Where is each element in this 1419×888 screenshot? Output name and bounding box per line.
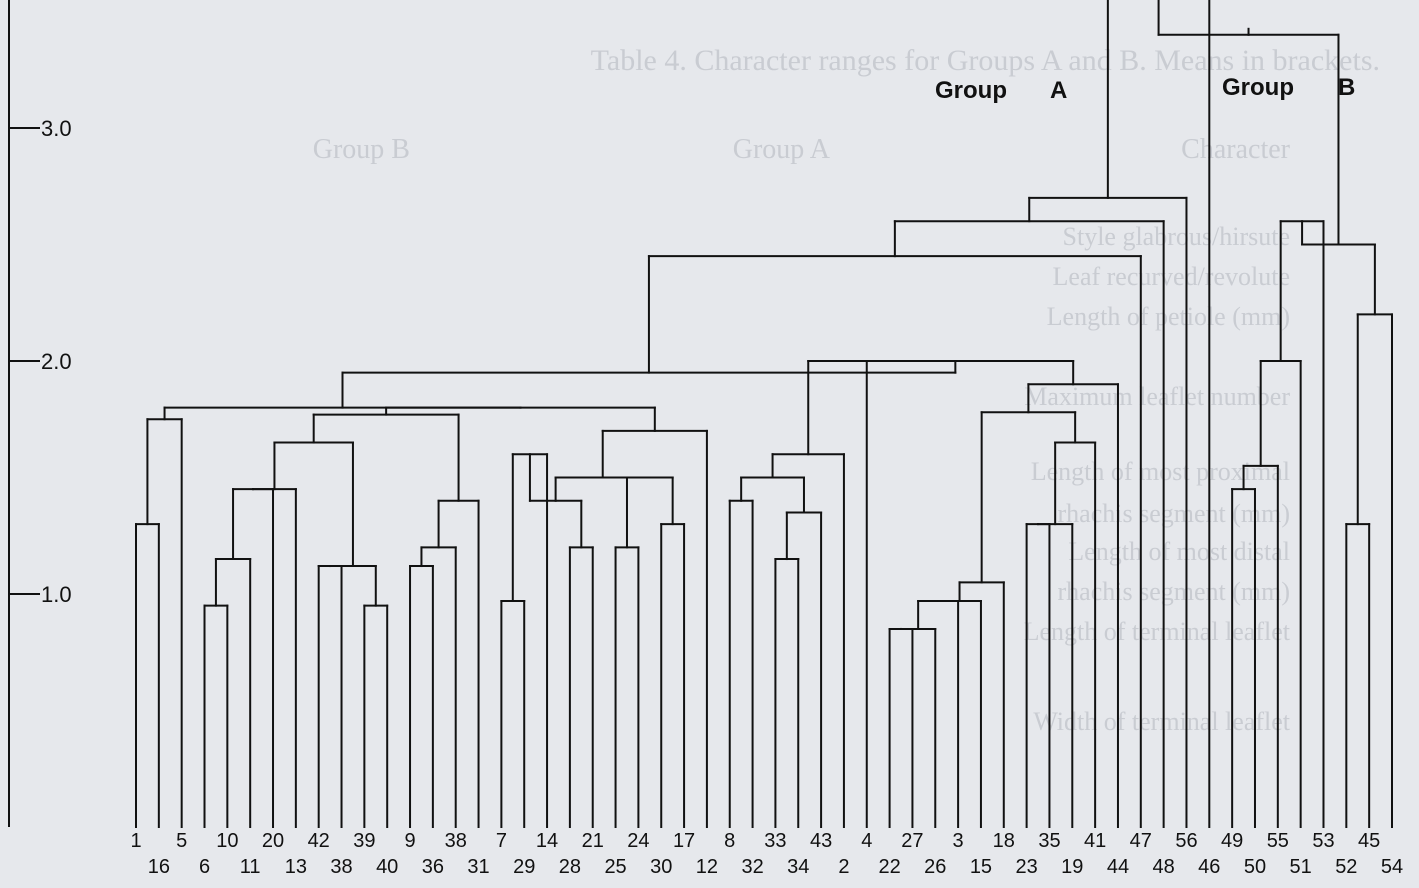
leaf-label: 11	[240, 856, 261, 878]
leaf-label: 49	[1221, 830, 1243, 852]
leaf-label: 47	[1130, 830, 1152, 852]
leaf-label: 21	[582, 830, 604, 852]
background-table-row: Width of terminal leaflet	[1033, 707, 1290, 736]
leaf-label: 1	[130, 830, 141, 852]
background-col-character: Character	[1181, 134, 1290, 165]
leaf-label: 51	[1290, 856, 1312, 878]
leaf-label: 24	[627, 830, 649, 852]
leaf-label: 56	[1175, 830, 1197, 852]
leaf-label: 15	[970, 856, 992, 878]
background-col-group-b: Group B	[313, 134, 410, 165]
leaf-label: 29	[513, 856, 535, 878]
leaf-label: 28	[559, 856, 581, 878]
dendrogram-tree	[135, 0, 1393, 828]
leaf-label: 35	[1038, 830, 1060, 852]
leaf-label: 10	[216, 830, 238, 852]
leaf-label: 7	[496, 830, 507, 852]
leaf-label: 36	[422, 856, 444, 878]
group-labels: Group A Group B	[935, 74, 1355, 104]
leaf-label: 53	[1312, 830, 1334, 852]
background-table-row: Length of most distal	[1068, 537, 1290, 566]
leaf-label: 50	[1244, 856, 1266, 878]
leaf-label: 2	[838, 856, 849, 878]
leaf-label: 8	[724, 830, 735, 852]
background-table-row: rhachis segment (mm)	[1058, 577, 1291, 606]
background-col-group-a: Group A	[733, 134, 831, 165]
leaf-label: 43	[810, 830, 832, 852]
leaf-label: 26	[924, 856, 946, 878]
leaf-label: 18	[993, 830, 1015, 852]
group-a-word: Group	[935, 77, 1007, 104]
leaf-label: 39	[353, 830, 375, 852]
background-table-row: rhachis segment (mm)	[1058, 499, 1291, 528]
leaf-label: 54	[1381, 856, 1403, 878]
group-b-word: Group	[1222, 74, 1294, 101]
leaf-labels: 1165610112013423839409363831729142821252…	[130, 830, 1403, 878]
leaf-label: 48	[1153, 856, 1175, 878]
background-table-rows: Style glabrous/hirsute Leaf recurved/revo…	[1024, 222, 1291, 736]
leaf-label: 46	[1198, 856, 1220, 878]
leaf-label: 31	[467, 856, 489, 878]
leaf-label: 17	[673, 830, 695, 852]
leaf-label: 6	[199, 856, 210, 878]
leaf-label: 45	[1358, 830, 1380, 852]
scale-tick-label: 1.0	[41, 582, 72, 607]
group-a-letter: A	[1050, 77, 1067, 104]
leaf-label: 20	[262, 830, 284, 852]
leaf-label: 41	[1084, 830, 1106, 852]
background-table-row: Length of petiole (mm)	[1047, 302, 1290, 331]
leaf-label: 44	[1107, 856, 1129, 878]
leaf-label: 38	[445, 830, 467, 852]
leaf-label: 22	[878, 856, 900, 878]
leaf-label: 32	[741, 856, 763, 878]
background-table-title: Table 4. Character ranges for Groups A a…	[591, 44, 1380, 77]
leaf-label: 27	[901, 830, 923, 852]
background-table-row: Leaf recurved/revolute	[1053, 262, 1290, 291]
leaf-label: 16	[148, 856, 170, 878]
leaf-label: 34	[787, 856, 809, 878]
leaf-label: 25	[604, 856, 626, 878]
leaf-label: 13	[285, 856, 307, 878]
leaf-label: 3	[953, 830, 964, 852]
leaf-label: 5	[176, 830, 187, 852]
leaf-label: 14	[536, 830, 558, 852]
leaf-label: 30	[650, 856, 672, 878]
background-table-row: Maximum leaflet number	[1024, 382, 1290, 411]
background-table-row: Length of most proximal	[1031, 457, 1290, 486]
leaf-label: 19	[1061, 856, 1083, 878]
group-b-letter: B	[1338, 74, 1355, 101]
leaf-label: 4	[861, 830, 872, 852]
background-table-row: Length of terminal leaflet	[1024, 617, 1291, 646]
leaf-label: 42	[308, 830, 330, 852]
leaf-label: 9	[404, 830, 415, 852]
faint-background-table: Table 4. Character ranges for Groups A a…	[313, 44, 1380, 736]
leaf-label: 33	[764, 830, 786, 852]
leaf-label: 40	[376, 856, 398, 878]
leaf-label: 55	[1267, 830, 1289, 852]
scale-tick-label: 2.0	[41, 349, 72, 374]
leaf-label: 23	[1015, 856, 1037, 878]
scale-tick-label: 3.0	[41, 116, 72, 141]
leaf-label: 38	[330, 856, 352, 878]
background-table-row: Style glabrous/hirsute	[1063, 222, 1290, 251]
scale-axis: 4.03.02.01.0	[8, 0, 72, 827]
leaf-label: 52	[1335, 856, 1357, 878]
leaf-label: 12	[696, 856, 718, 878]
